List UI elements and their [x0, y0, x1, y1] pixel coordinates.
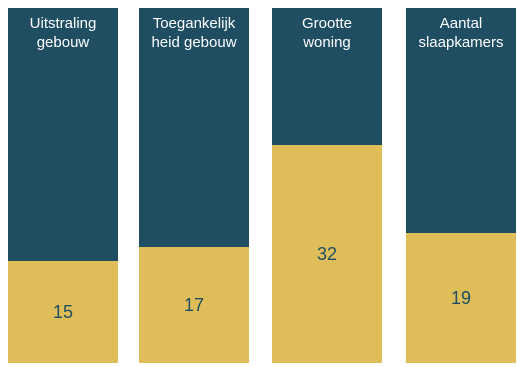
category-label: Aantal slaapkamers — [418, 15, 504, 51]
category-label: Toegankelijk heid gebouw — [151, 15, 237, 51]
bar-value-segment — [8, 261, 118, 363]
bar-4: Aantal slaapkamers 19 — [406, 8, 516, 363]
bar-3: Grootte woning 32 — [272, 8, 382, 363]
category-label: Grootte woning — [301, 15, 353, 51]
bar-1: Uitstraling gebouw 15 — [8, 8, 118, 363]
data-label: 19 — [450, 288, 472, 308]
bar-2: Toegankelijk heid gebouw 17 — [139, 8, 249, 363]
category-label: Uitstraling gebouw — [29, 15, 97, 51]
data-label: 15 — [52, 302, 74, 322]
bar-value-segment — [139, 247, 249, 363]
bar-value-segment — [406, 233, 516, 363]
data-label: 17 — [183, 295, 205, 315]
bar-value-segment — [272, 145, 382, 363]
data-label: 32 — [316, 244, 338, 264]
